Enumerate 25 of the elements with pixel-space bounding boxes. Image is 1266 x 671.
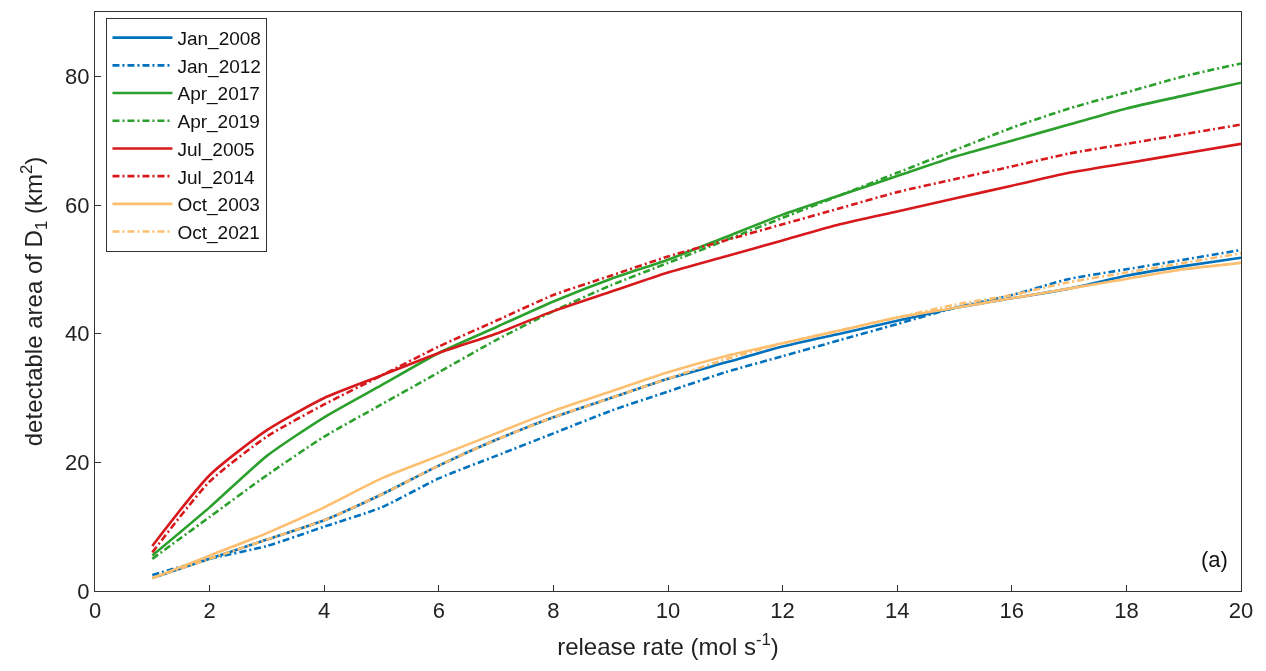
legend-label: Jul_2005	[177, 138, 255, 161]
x-tick-label: 6	[432, 598, 445, 624]
legend-label: Oct_2021	[177, 221, 260, 244]
x-tick-label: 2	[203, 598, 216, 624]
x-tick-label: 20	[1228, 598, 1254, 624]
legend-label: Oct_2003	[177, 194, 260, 217]
x-tick-label: 10	[655, 598, 681, 624]
x-axis-title: release rate (mol s$^{-1}$)	[557, 629, 779, 660]
legend-label: Apr_2017	[177, 83, 260, 106]
x-tick-label: 4	[318, 598, 331, 624]
legend-label: Jan_2008	[177, 28, 261, 51]
y-tick-label: 40	[65, 321, 90, 347]
x-tick-label: 8	[547, 598, 560, 624]
x-tick-label: 12	[770, 598, 795, 624]
legend-label: Jan_2012	[177, 55, 261, 78]
x-tick-label: 16	[999, 598, 1025, 624]
y-tick-label: 60	[65, 192, 90, 218]
annotation: (a)	[1201, 547, 1228, 572]
y-tick-label: 80	[65, 64, 90, 90]
x-tick-label: 14	[884, 598, 910, 624]
legend-label: Apr_2019	[177, 111, 260, 134]
y-tick-label: 0	[77, 578, 90, 604]
y-tick-label: 20	[65, 450, 90, 476]
x-tick-label: 18	[1114, 598, 1139, 624]
legend-label: Jul_2014	[177, 166, 256, 189]
